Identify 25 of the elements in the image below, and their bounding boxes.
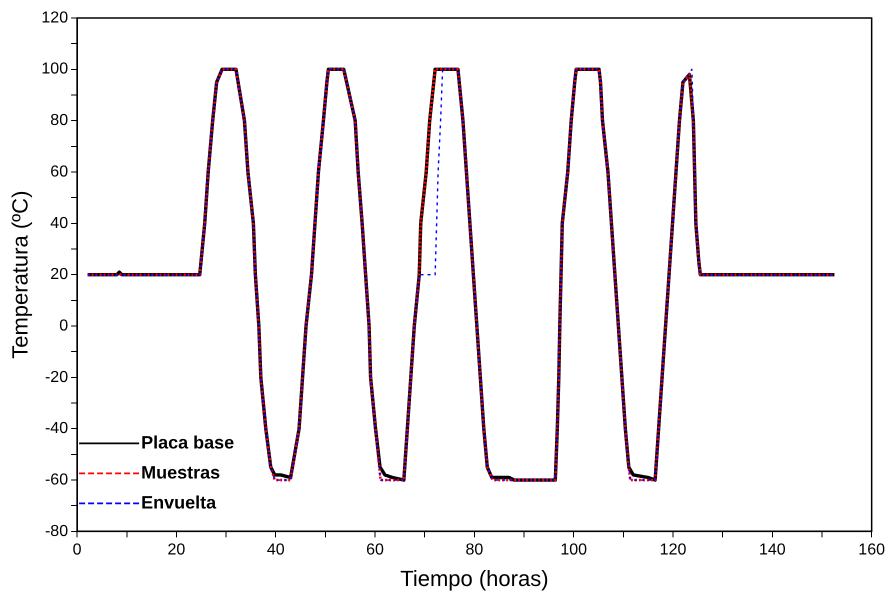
- x-tick-label: 20: [168, 541, 186, 558]
- x-tick-label: 100: [560, 541, 588, 558]
- x-tick-label: 60: [366, 541, 384, 558]
- y-tick-label: -20: [44, 368, 68, 386]
- y-axis-title: Temperatura (ºC): [7, 190, 32, 359]
- y-tick-label: 0: [59, 317, 68, 334]
- y-tick-label: -80: [44, 522, 68, 540]
- y-tick-label: -40: [44, 420, 68, 438]
- legend-label: Envuelta: [141, 492, 218, 512]
- y-tick-label: 120: [41, 9, 68, 26]
- y-tick-label: -60: [44, 471, 68, 488]
- y-tick-label: 80: [50, 112, 68, 130]
- legend-label: Placa base: [141, 432, 234, 452]
- legend-label: Muestras: [141, 462, 220, 482]
- x-tick-label: 120: [660, 541, 686, 558]
- x-tick-label: 160: [858, 541, 886, 558]
- x-tick-label: 0: [72, 541, 82, 558]
- y-tick-label: 20: [50, 266, 68, 284]
- y-tick-label: 100: [41, 60, 68, 78]
- y-tick-label: 40: [50, 214, 68, 232]
- x-tick-label: 40: [266, 541, 285, 558]
- x-axis-title: Tiempo (horas): [400, 566, 549, 591]
- y-tick-label: 60: [50, 163, 68, 180]
- x-tick-label: 140: [758, 541, 786, 558]
- x-tick-label: 80: [465, 541, 484, 558]
